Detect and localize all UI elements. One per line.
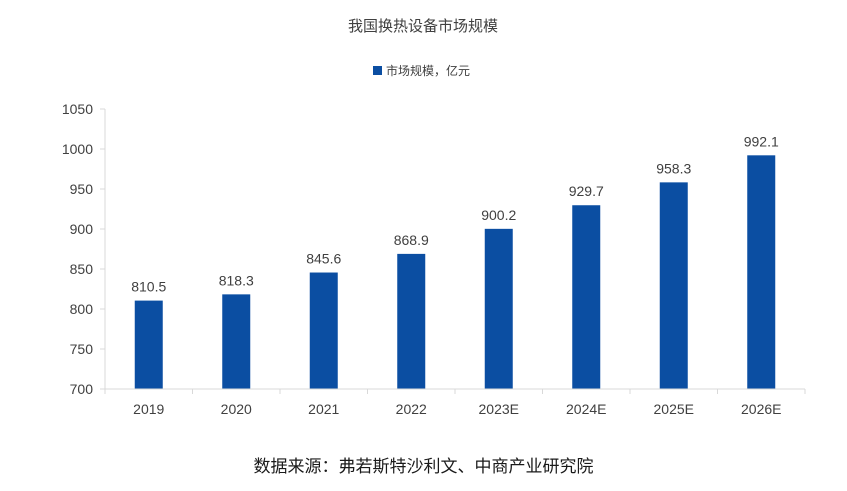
y-tick-label: 900 [70, 221, 94, 237]
x-tick-label: 2026E [741, 401, 781, 417]
chart-title: 我国换热设备市场规模 [348, 17, 498, 35]
y-tick-label: 800 [70, 301, 94, 317]
x-tick-label: 2020 [221, 401, 252, 417]
legend: 市场规模，亿元 [373, 63, 470, 78]
bar [572, 205, 601, 389]
data-label: 810.5 [131, 279, 166, 295]
bar [222, 294, 251, 389]
y-axis: 700 750 800 850 900 950 1000 1050 [62, 101, 106, 397]
source-note: 数据来源：弗若斯特沙利文、中商产业研究院 [253, 457, 594, 477]
data-label: 992.1 [744, 133, 779, 149]
data-label: 868.9 [394, 232, 429, 248]
x-tick-label: 2023E [479, 401, 519, 417]
data-label: 929.7 [569, 183, 604, 199]
y-tick-label: 700 [70, 381, 94, 397]
y-tick-label: 850 [70, 261, 94, 277]
x-axis: 2019 2020 2021 2022 2023E 2024E 2025E 2026E [104, 388, 806, 417]
x-tick-label: 2024E [566, 401, 606, 417]
data-label: 818.3 [219, 272, 254, 288]
y-tick-label: 1000 [62, 141, 93, 157]
bar [134, 300, 163, 389]
data-label: 900.2 [481, 207, 516, 223]
bars: 810.5 818.3 845.6 868.9 900.2 929.7 958.3 992.1 [131, 133, 779, 389]
data-label: 958.3 [656, 160, 691, 176]
y-tick-label: 1050 [62, 101, 93, 117]
y-tick-label: 950 [70, 181, 94, 197]
bar [747, 155, 776, 389]
x-tick-label: 2019 [133, 401, 164, 417]
bar [659, 182, 688, 389]
bar [309, 272, 338, 389]
x-tick-label: 2025E [654, 401, 694, 417]
x-tick-label: 2021 [308, 401, 339, 417]
x-tick-label: 2022 [396, 401, 427, 417]
legend-swatch [373, 66, 382, 75]
legend-label: 市场规模，亿元 [386, 63, 470, 78]
bar [484, 228, 513, 389]
data-label: 845.6 [306, 251, 341, 267]
bar [397, 253, 426, 389]
y-tick-label: 750 [70, 341, 94, 357]
